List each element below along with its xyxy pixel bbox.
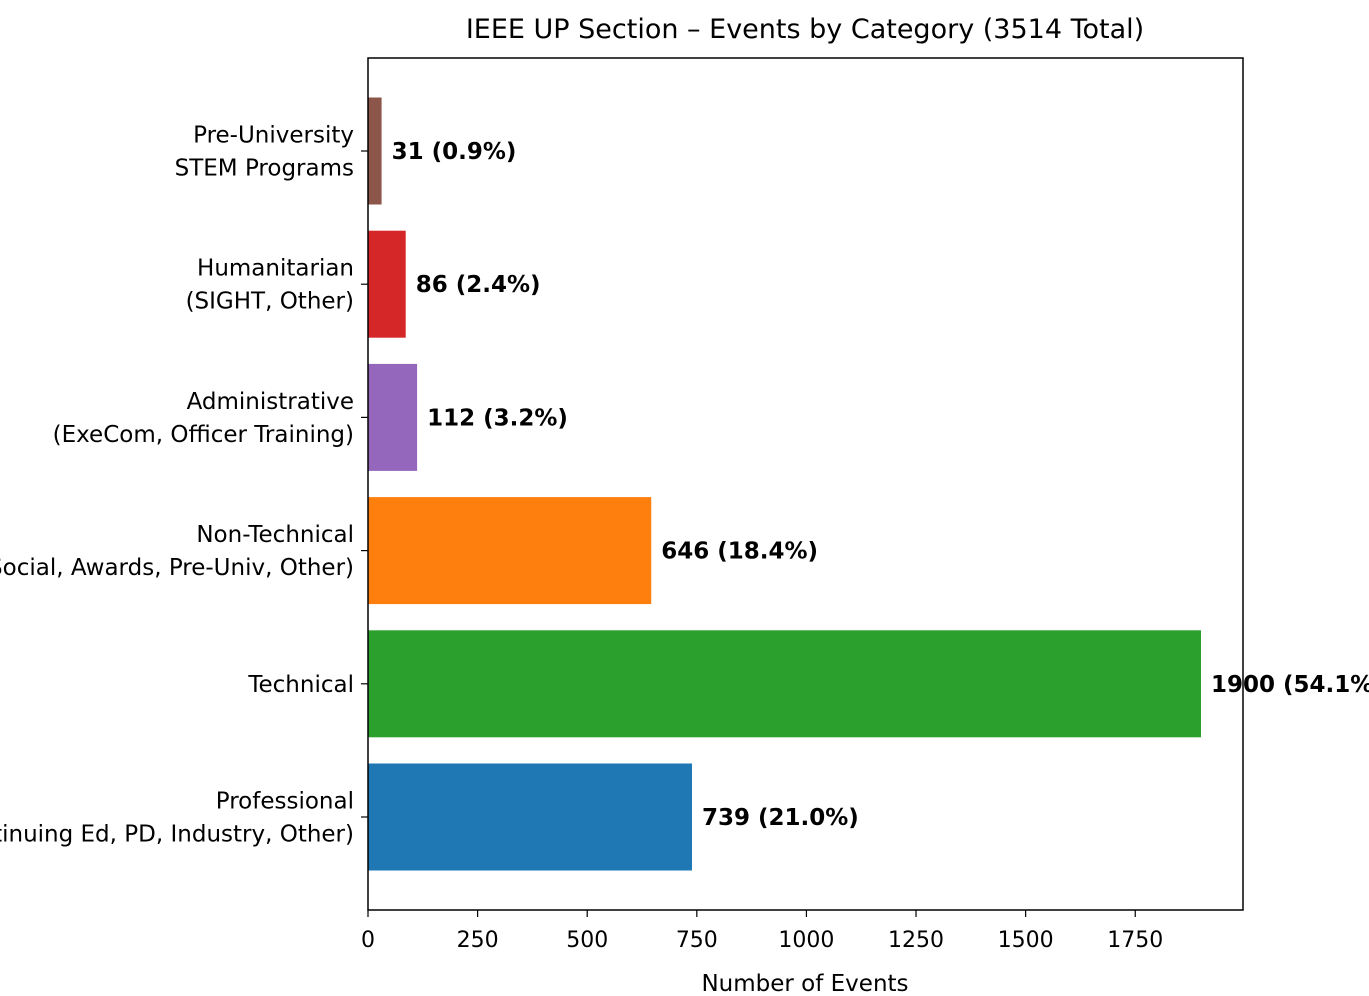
x-tick-label: 1750 <box>1107 928 1163 953</box>
bar <box>368 363 418 471</box>
y-tick-label: Pre-University <box>193 123 354 149</box>
x-tick-label: 750 <box>676 928 718 953</box>
data-label: 1900 (54.1%) <box>1211 672 1369 698</box>
bar <box>368 230 406 338</box>
y-tick-label: (SIGHT, Other) <box>186 289 354 315</box>
bar <box>368 97 382 205</box>
y-tick-label: (Social, Awards, Pre-Univ, Other) <box>0 555 354 581</box>
data-label: 646 (18.4%) <box>661 539 818 565</box>
x-tick-label: 250 <box>457 928 499 953</box>
plot-frame <box>367 57 1244 911</box>
bar <box>368 497 652 605</box>
data-label: 86 (2.4%) <box>416 272 541 298</box>
data-label: 112 (3.2%) <box>427 405 568 431</box>
y-tick-label: (Continuing Ed, PD, Industry, Other) <box>0 822 354 848</box>
y-tick-label: STEM Programs <box>175 156 354 182</box>
x-tick-label: 1000 <box>778 928 834 953</box>
chart-title: IEEE UP Section – Events by Category (35… <box>466 14 1144 45</box>
bar <box>368 763 692 871</box>
y-tick-label: Administrative <box>187 389 354 415</box>
data-label: 31 (0.9%) <box>392 139 517 165</box>
y-tick-label: Technical <box>247 672 354 698</box>
y-tick-label: (ExeCom, Officer Training) <box>53 422 354 448</box>
bar <box>368 630 1201 738</box>
x-tick-label: 1250 <box>888 928 944 953</box>
x-tick-label: 500 <box>566 928 608 953</box>
plot-area: 0 250 500 750 1000 1250 1500 1750 Professional (C… <box>0 97 1369 953</box>
x-tick-label: 0 <box>361 928 375 953</box>
x-tick-label: 1500 <box>998 928 1054 953</box>
y-tick-label: Professional <box>216 789 354 815</box>
x-axis-label: Number of Events <box>701 971 908 996</box>
data-label: 739 (21.0%) <box>702 805 859 831</box>
y-tick-label: Non-Technical <box>196 522 354 548</box>
y-tick-label: Humanitarian <box>197 256 354 282</box>
